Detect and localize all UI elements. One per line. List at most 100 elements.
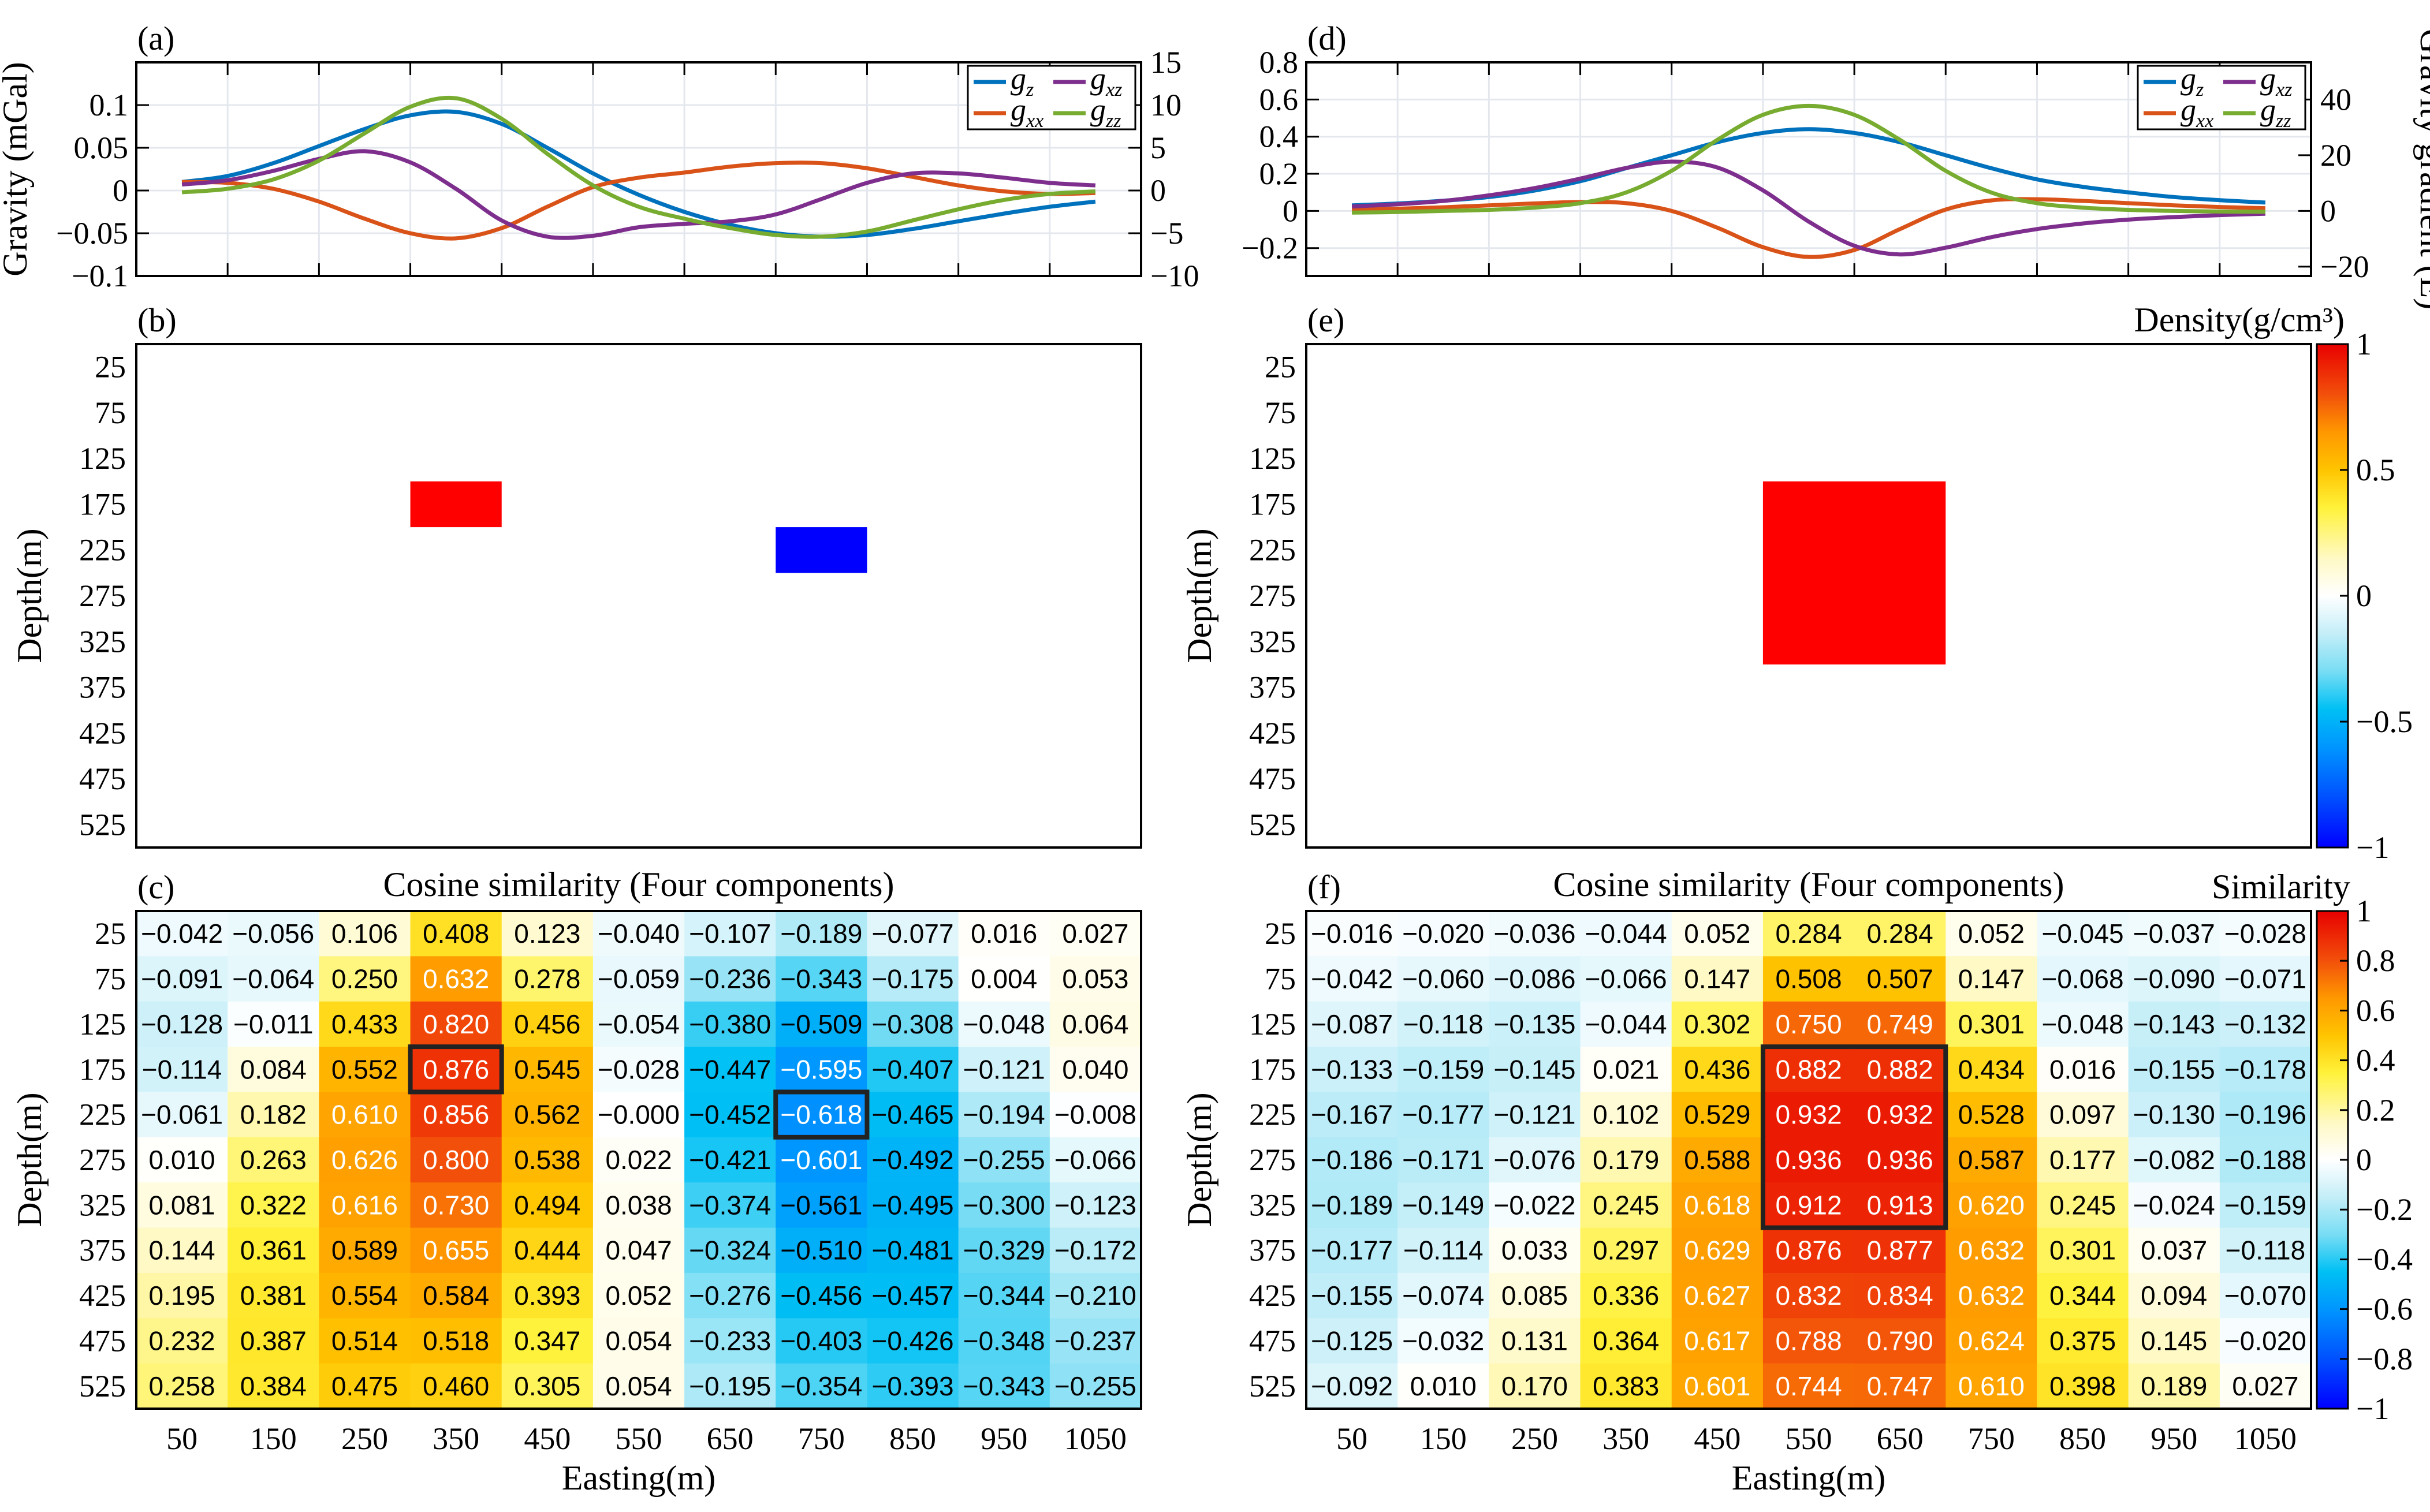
heatmap-cell — [2128, 1227, 2220, 1274]
cell-value-label: −0.040 — [598, 919, 680, 949]
heatmap-cell — [228, 1047, 319, 1093]
heatmap-cell — [228, 1137, 319, 1183]
plot-frame — [135, 343, 1142, 849]
heatmap-cell — [1762, 1363, 1855, 1409]
heatmap-cell — [958, 1363, 1050, 1409]
cell-value-label: 0.601 — [1684, 1371, 1750, 1401]
heatmap-cell — [1671, 1318, 1764, 1364]
heatmap-cell — [2219, 1363, 2312, 1409]
heatmap-cell — [2128, 1272, 2220, 1319]
heatmap-cell — [228, 1001, 319, 1047]
heatmap-cell — [592, 956, 685, 1002]
cell-value-label: −0.060 — [1402, 964, 1484, 994]
heatmap-cell — [136, 1182, 228, 1229]
cell-value-label: −0.403 — [780, 1326, 862, 1356]
y-tick-label: 525 — [1249, 807, 1296, 842]
cell-value-label: 0.932 — [1775, 1100, 1842, 1130]
heatmap-cell — [684, 911, 776, 957]
heatmap-cell — [2128, 1047, 2220, 1093]
y-tick-label-right: 5 — [1150, 130, 1166, 165]
y-axis-label: Depth(m) — [10, 1092, 49, 1227]
cell-value-label: 0.085 — [1501, 1280, 1568, 1311]
cell-value-label: 0.145 — [2141, 1326, 2207, 1356]
heatmap-cell — [1946, 1272, 2038, 1319]
heatmap-cell — [2037, 1318, 2129, 1364]
colorbar-f: −1 −0.8 −0.6 −0.4 −0.2 0 0.2 0.4 0.6 0.8 1Similari… — [2212, 868, 2413, 1426]
cell-value-label: 0.456 — [514, 1009, 580, 1039]
heatmap-cell — [1946, 1363, 2038, 1409]
heatmap-cell — [501, 956, 594, 1002]
heatmap-cell — [1946, 911, 2038, 957]
plot-frame — [1305, 910, 2312, 1410]
panel-label: (d) — [1307, 20, 1347, 57]
cell-value-label: 0.747 — [1867, 1371, 1933, 1401]
heatmap-cell — [1671, 1047, 1764, 1093]
heatmap-cell — [867, 1227, 959, 1274]
y-tick-label: 75 — [95, 395, 126, 430]
heatmap-cell — [319, 1137, 411, 1183]
panel-e: 25 75 125 175 225 275 325 375 425 475 525 (e) Depth(… — [1180, 301, 2312, 849]
x-tick-label: 350 — [1602, 1421, 1649, 1456]
heatmap-cell — [776, 1182, 868, 1229]
y-tick-label: 0.05 — [74, 130, 129, 165]
heatmap-cell — [592, 1137, 685, 1183]
colorbar-label: Similarity — [2212, 868, 2350, 906]
cell-value-label: −0.255 — [963, 1145, 1045, 1175]
y-tick-label: 425 — [1249, 716, 1296, 751]
heatmap-cell — [1397, 1272, 1489, 1319]
cell-value-label: −0.032 — [1402, 1326, 1484, 1356]
heatmap-cell — [319, 1363, 411, 1409]
heatmap-cell — [1489, 1318, 1581, 1364]
panel-c: −0.042 −0.056 0.106 0.408 0.123 −0.040 −0.107−… — [10, 865, 1142, 1497]
cell-value-label: −0.114 — [142, 1054, 222, 1084]
cell-value-label: −0.329 — [963, 1235, 1045, 1265]
series-line-gzz — [181, 95, 1096, 239]
colorbar-tick-label: 0.4 — [2356, 1043, 2395, 1078]
cell-value-label: 0.790 — [1867, 1326, 1933, 1356]
heatmap-cell — [1762, 1227, 1855, 1274]
cell-value-label: −0.421 — [689, 1145, 771, 1175]
cell-value-label: 0.084 — [240, 1054, 307, 1084]
cell-value-label: −0.092 — [1311, 1371, 1393, 1401]
heatmap-cell — [1854, 1272, 1946, 1319]
heatmap-cell — [1306, 911, 1398, 957]
cell-value-label: −0.066 — [1054, 1145, 1136, 1175]
heatmap-cell — [1854, 1137, 1946, 1183]
heatmap-cell — [1049, 1363, 1142, 1409]
heatmap-cell — [1854, 1092, 1946, 1138]
cell-value-label: 0.832 — [1775, 1280, 1842, 1311]
cell-value-label: 0.375 — [2049, 1326, 2116, 1356]
heatmap-cell — [1306, 1047, 1398, 1093]
heatmap-cell — [2128, 1182, 2220, 1229]
heatmap-cell — [1397, 911, 1489, 957]
heatmap-cell — [501, 1318, 594, 1364]
cell-value-label: 0.278 — [514, 964, 580, 994]
y-tick-label: 475 — [1249, 761, 1296, 796]
cell-value-label: −0.135 — [1493, 1009, 1575, 1039]
cell-value-label: −0.300 — [963, 1190, 1045, 1220]
cell-value-label: 0.170 — [1501, 1371, 1568, 1401]
cell-value-label: −0.044 — [1585, 1009, 1667, 1039]
heatmap-cell — [1946, 1227, 2038, 1274]
cell-value-label: 0.232 — [149, 1326, 215, 1356]
heatmap-cell — [2128, 1137, 2220, 1183]
cell-value-label: −0.189 — [780, 919, 862, 949]
heatmap-cell — [1049, 911, 1142, 957]
cell-value-label: 0.629 — [1684, 1235, 1750, 1265]
heatmap-cell — [2219, 911, 2312, 957]
colorbar-tick-label: −0.8 — [2356, 1342, 2413, 1376]
y-tick-label: 225 — [79, 1097, 126, 1132]
heatmap-cell — [410, 1001, 502, 1047]
heatmap-cell — [501, 1001, 594, 1047]
cell-value-label: 0.022 — [605, 1145, 672, 1175]
heatmap-cell — [1049, 1047, 1142, 1093]
cell-value-label: 0.434 — [1958, 1054, 2025, 1084]
y-tick-label: 325 — [1249, 624, 1296, 659]
y-tick-label: 0.2 — [1259, 156, 1299, 191]
cell-value-label: 0.877 — [1867, 1235, 1933, 1265]
cell-value-label: 0.131 — [1501, 1326, 1568, 1356]
cell-value-label: −0.123 — [1054, 1190, 1136, 1220]
heatmap-cell — [1306, 956, 1398, 1002]
cell-value-label: 0.508 — [1775, 964, 1842, 994]
